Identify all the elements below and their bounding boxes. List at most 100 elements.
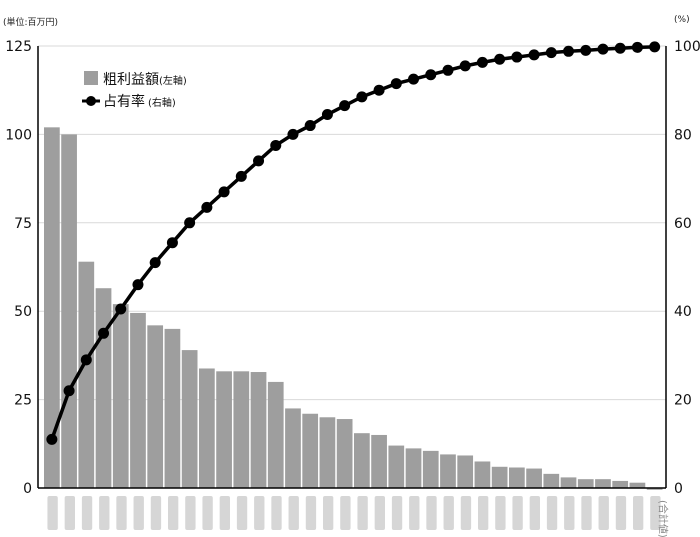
right-axis-unit: (%) bbox=[674, 15, 690, 25]
bar bbox=[457, 455, 474, 488]
bar bbox=[199, 368, 215, 488]
x-tick-label bbox=[478, 496, 489, 530]
x-tick-label bbox=[47, 496, 58, 530]
line-point bbox=[597, 43, 609, 55]
left-tick-label: 0 bbox=[23, 481, 32, 497]
bar bbox=[164, 328, 181, 488]
axes: 0 25 50 75 100 125 0 20 40 60 80 100 bbox=[5, 39, 700, 497]
x-tick-label bbox=[99, 496, 110, 530]
line-point bbox=[201, 201, 213, 213]
line-point bbox=[218, 186, 230, 198]
left-tick-label: 100 bbox=[5, 127, 32, 143]
bar bbox=[612, 480, 629, 488]
line-point bbox=[356, 91, 368, 103]
bar bbox=[267, 381, 284, 488]
bar bbox=[422, 450, 439, 488]
legend-line-marker bbox=[86, 96, 96, 106]
right-tick-label: 40 bbox=[674, 304, 692, 320]
bar bbox=[78, 261, 95, 488]
bar bbox=[112, 304, 129, 488]
x-tick-label bbox=[426, 496, 437, 530]
right-tick-label: 80 bbox=[674, 127, 692, 143]
line-point bbox=[46, 433, 58, 445]
line-point bbox=[270, 139, 282, 151]
x-tick-label bbox=[495, 496, 506, 530]
x-tick-label bbox=[615, 496, 627, 530]
bar bbox=[319, 417, 336, 488]
line-point bbox=[631, 41, 643, 53]
bar bbox=[354, 433, 370, 488]
line-point bbox=[253, 155, 265, 167]
x-tick-label bbox=[581, 496, 592, 530]
right-tick-label: 20 bbox=[674, 393, 692, 409]
bar bbox=[560, 477, 577, 488]
line-point bbox=[580, 44, 592, 56]
cumulative-line-series bbox=[46, 41, 661, 445]
x-tick-label bbox=[460, 496, 472, 530]
line-point bbox=[459, 60, 471, 72]
x-tick-label bbox=[185, 496, 196, 530]
x-tick-label bbox=[168, 496, 179, 530]
bar bbox=[474, 461, 491, 488]
left-tick-label: 75 bbox=[14, 216, 32, 232]
x-tick-label bbox=[529, 496, 540, 530]
bar bbox=[440, 454, 456, 488]
x-tick-label bbox=[443, 496, 454, 530]
x-tick-label bbox=[202, 496, 213, 530]
x-tick-label bbox=[116, 496, 127, 530]
line-point bbox=[184, 217, 196, 229]
x-tick-label bbox=[236, 496, 248, 530]
line-point bbox=[80, 354, 92, 366]
left-tick-label: 50 bbox=[14, 304, 32, 320]
bar bbox=[577, 479, 594, 488]
x-tick-label bbox=[512, 496, 523, 530]
line-point bbox=[511, 51, 523, 63]
bar bbox=[95, 288, 112, 488]
legend-bar-swatch bbox=[84, 71, 98, 85]
x-tick-label bbox=[391, 496, 403, 530]
x-tick-label bbox=[305, 496, 317, 530]
bar bbox=[405, 448, 422, 488]
line-point bbox=[390, 78, 402, 90]
x-tick-label bbox=[357, 496, 368, 530]
line-point bbox=[442, 64, 454, 76]
x-tick-label bbox=[546, 496, 558, 530]
bar bbox=[233, 371, 250, 488]
bar bbox=[388, 445, 405, 488]
line-point bbox=[98, 327, 110, 339]
line-point bbox=[614, 42, 626, 54]
legend-bar-label: 粗利益額 bbox=[103, 72, 159, 88]
bar bbox=[285, 408, 301, 488]
line-point bbox=[235, 170, 247, 182]
line-point bbox=[476, 56, 488, 68]
line-point bbox=[408, 73, 420, 85]
x-tick-label bbox=[254, 496, 265, 530]
line-point bbox=[132, 279, 144, 291]
x-tick-label bbox=[323, 496, 334, 530]
bar bbox=[336, 419, 353, 488]
last-category-label: (合計値) bbox=[656, 500, 669, 537]
line-point bbox=[63, 385, 75, 397]
bar bbox=[130, 312, 146, 488]
bar bbox=[302, 413, 319, 488]
line-point bbox=[494, 53, 506, 65]
x-tick-label bbox=[64, 496, 75, 530]
bar bbox=[61, 134, 77, 488]
x-tick-label bbox=[374, 496, 385, 530]
line-point bbox=[321, 109, 333, 121]
line-point bbox=[149, 257, 161, 269]
bar bbox=[595, 479, 611, 488]
bar bbox=[491, 466, 508, 488]
bar bbox=[629, 482, 646, 488]
left-axis-unit: (単位:百万円) bbox=[3, 18, 59, 28]
x-tick-label bbox=[650, 496, 661, 530]
left-tick-label: 125 bbox=[5, 39, 32, 55]
bar bbox=[646, 488, 663, 490]
line-point bbox=[166, 237, 178, 249]
line-point bbox=[287, 128, 299, 140]
line-point bbox=[115, 303, 127, 315]
line-point bbox=[563, 45, 575, 57]
line-point bbox=[373, 84, 385, 96]
legend-bar-note: (左軸) bbox=[159, 74, 187, 87]
